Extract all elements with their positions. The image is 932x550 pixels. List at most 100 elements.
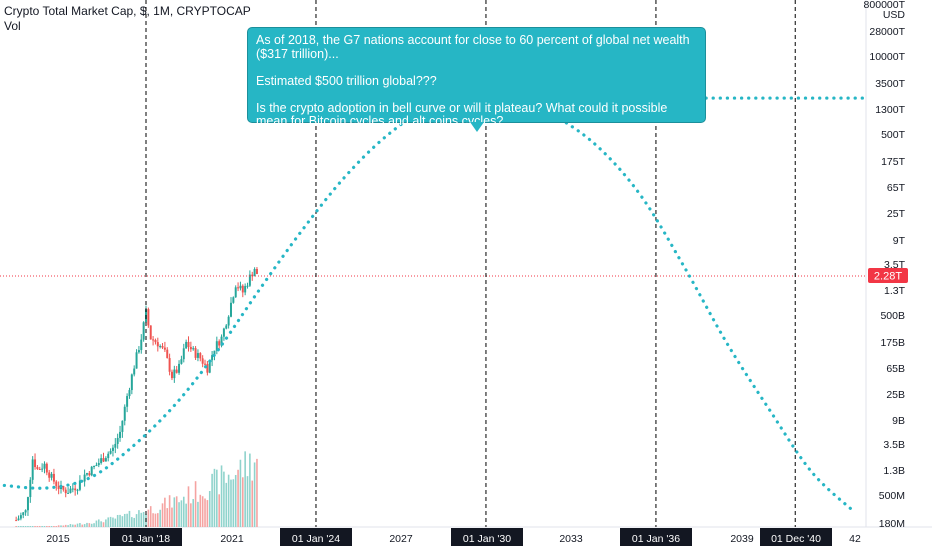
candle-body <box>50 473 53 478</box>
y-tick-label: USD <box>883 9 906 21</box>
candle-body <box>173 369 176 379</box>
x-tick-label: 01 Jan '36 <box>632 533 680 545</box>
volume-bar <box>230 479 232 527</box>
volume-bar <box>29 526 32 527</box>
volume-bar <box>126 513 128 527</box>
volume-bar <box>138 510 140 527</box>
volume-bar <box>105 519 107 527</box>
y-tick-label: 65B <box>886 363 905 375</box>
candle-body <box>222 328 225 337</box>
x-tick-label: 2021 <box>220 533 244 545</box>
candle-body <box>62 485 65 490</box>
volume-bar <box>244 451 246 527</box>
y-tick-label: 500M <box>879 490 905 502</box>
candle-body <box>137 350 140 353</box>
volume-bar <box>249 453 251 527</box>
candle-body <box>170 371 173 379</box>
candle-body <box>38 468 41 470</box>
volume-bar <box>201 496 204 527</box>
candle-body <box>187 341 190 347</box>
candle-body <box>43 463 46 469</box>
candle-body <box>159 346 162 348</box>
annotation-callout[interactable]: As of 2018, the G7 nations account for c… <box>247 27 706 128</box>
volume-bar <box>123 513 126 527</box>
candle-body <box>166 349 169 359</box>
candle-body <box>220 336 223 346</box>
candle-body <box>147 309 150 326</box>
candle-body <box>246 285 249 287</box>
candle-body <box>83 474 86 482</box>
volume-bar <box>157 513 159 527</box>
volume-bar <box>133 517 135 527</box>
candle-body <box>45 463 48 473</box>
candle-body <box>116 437 119 444</box>
candle-body <box>100 458 103 464</box>
candle-body <box>114 443 117 448</box>
volume-bar <box>220 465 223 527</box>
candle-body <box>24 510 27 513</box>
volume-bar <box>100 521 102 527</box>
candle-body <box>57 486 60 490</box>
candle-body <box>142 322 145 340</box>
volume-bar <box>256 458 258 527</box>
volume-bar <box>147 509 150 527</box>
volume-bar <box>74 524 76 527</box>
x-tick-highlight <box>620 528 692 546</box>
callout-pointer <box>470 122 484 132</box>
volume-bar <box>173 497 176 527</box>
candle-body <box>194 348 197 358</box>
volume-bar <box>79 523 81 527</box>
candle-body <box>93 466 96 468</box>
candle-body <box>52 473 55 482</box>
candle-body <box>109 450 112 454</box>
candle-body <box>29 479 32 498</box>
volume-bar <box>166 508 169 527</box>
candle-body <box>102 458 105 462</box>
volume-bar <box>38 526 41 527</box>
x-tick-label: 2033 <box>559 533 583 545</box>
x-tick-highlight <box>110 528 182 546</box>
volume-bar <box>241 477 244 527</box>
candle-body <box>213 350 216 356</box>
candle-body <box>175 369 178 373</box>
volume-bar <box>112 517 114 527</box>
volume-bar <box>128 510 131 527</box>
x-tick-highlight <box>760 528 832 546</box>
volume-bars <box>15 451 258 527</box>
y-tick-label: 1300T <box>875 104 905 116</box>
x-tick-label: 2015 <box>46 533 70 545</box>
y-tick-label: 3.5B <box>883 439 905 451</box>
y-tick-label: 175B <box>880 337 905 349</box>
volume-bar <box>194 481 197 527</box>
volume-bar <box>234 474 237 527</box>
candle-body <box>26 497 29 511</box>
candle-body <box>85 473 88 475</box>
candle-body <box>199 353 202 359</box>
candle-body <box>104 458 107 462</box>
candle-body <box>189 346 192 350</box>
candle-body <box>74 488 77 491</box>
candle-body <box>206 363 209 373</box>
x-tick-highlight <box>280 528 352 546</box>
volume-bar <box>69 524 72 527</box>
current-price-label: 2.28T <box>874 271 902 283</box>
volume-bar <box>86 522 88 527</box>
candle-body <box>41 468 44 470</box>
y-tick-label: 500B <box>880 310 905 322</box>
candle-body <box>95 465 98 467</box>
candle-body <box>239 285 242 289</box>
volume-bar <box>142 512 145 527</box>
candle-body <box>31 459 34 480</box>
volume-bar <box>48 526 51 527</box>
candle-body <box>185 341 188 349</box>
x-tick-label: 01 Jan '24 <box>292 533 340 545</box>
candle-body <box>64 489 67 494</box>
candle-body <box>48 472 51 478</box>
volume-bar <box>131 517 133 527</box>
candle-body <box>76 489 79 491</box>
candle-body <box>180 359 183 364</box>
x-tick-highlight <box>451 528 523 546</box>
volume-bar <box>20 526 22 527</box>
volume-bar <box>72 524 74 527</box>
candle-body <box>67 492 70 494</box>
